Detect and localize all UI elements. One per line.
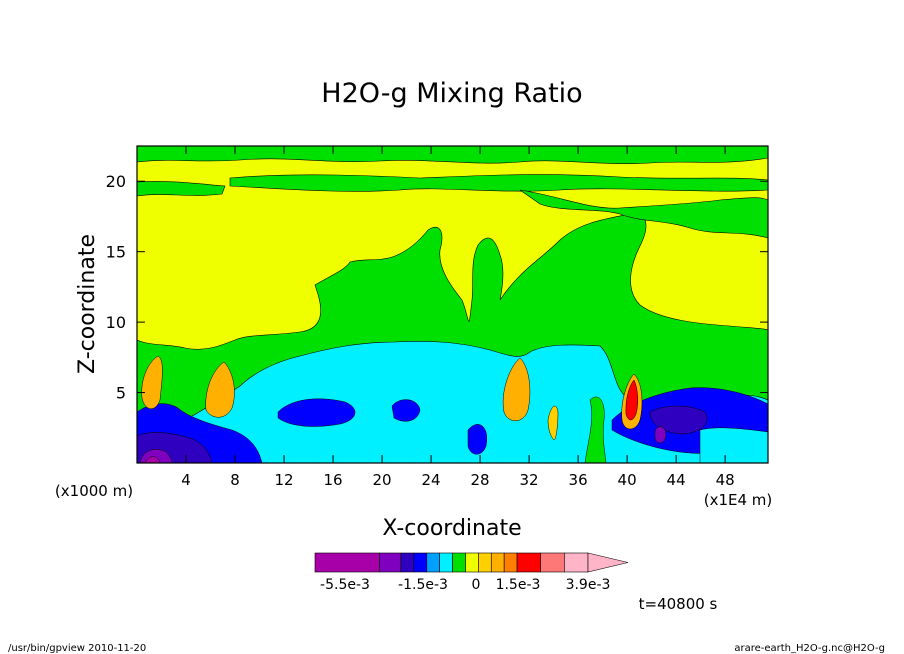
colorbar-labels: -5.5e-3 -1.5e-3 0 1.5e-3 3.9e-3 [320, 577, 610, 593]
x-tick-label: 44 [667, 471, 686, 489]
x-tick-label: 12 [274, 471, 293, 489]
x-tick-label: 8 [230, 471, 240, 489]
field-darkblue-patch-2 [649, 405, 708, 435]
x-tick-label: 36 [569, 471, 588, 489]
x-tick-label: 4 [181, 471, 191, 489]
field-purple-patch-2 [654, 426, 667, 444]
colorbar-swatch [314, 552, 380, 573]
field-green-band-20b [137, 181, 226, 197]
footer-right: arare-earth_H2O-g.nc@H2O-g [734, 643, 885, 654]
colorbar-swatch [540, 552, 565, 573]
plot-frame [136, 145, 769, 464]
y-scale-note: (x1000 m) [55, 482, 133, 500]
y-tick-label: 5 [116, 384, 126, 403]
colorbar-swatch [379, 552, 402, 573]
field-orange-cell-1 [141, 355, 163, 409]
field-red-cell-1 [625, 379, 638, 421]
field-green-top [137, 146, 768, 164]
field-green-band-20 [229, 174, 768, 192]
y-axis: 5 10 15 20 [106, 172, 768, 403]
footer-left: /usr/bin/gpview 2010-11-20 [8, 643, 146, 654]
colorbar-swatch [478, 552, 492, 573]
plot-area [137, 146, 768, 463]
colorbar-swatch [465, 552, 479, 573]
colorbar-swatch [413, 552, 428, 573]
field-green-plumes-right [584, 396, 607, 463]
colorbar-extend-arrow [587, 552, 629, 573]
colorbar-swatch [452, 552, 466, 573]
colorbar-tick-label: -5.5e-3 [320, 577, 370, 593]
field-red-cell-2 [547, 405, 559, 441]
x-tick-label: 40 [618, 471, 637, 489]
colorbar-tick-label: 1.5e-3 [496, 577, 541, 593]
field-green-upper-right [519, 189, 768, 239]
y-tick-label: 15 [106, 243, 126, 262]
field-blue-patch-2 [277, 398, 356, 427]
field-orange-cell-2 [205, 361, 235, 418]
colorbar-tick-label: -1.5e-3 [398, 577, 448, 593]
x-tick-label: 28 [471, 471, 490, 489]
y-tick-label: 20 [106, 172, 126, 191]
field-blue-patch-3 [391, 399, 421, 422]
colorbar-tick-label: 3.9e-3 [566, 577, 611, 593]
colorbar-swatch [426, 552, 440, 573]
colorbar-swatch [503, 552, 518, 573]
colorbar-swatch [490, 552, 505, 573]
y-tick-label: 10 [106, 313, 126, 332]
x-tick-label: 32 [520, 471, 539, 489]
colorbar-swatch [400, 552, 415, 573]
colorbar-swatch [439, 552, 453, 573]
x-axis: 4 8 12 16 20 24 28 32 36 40 44 48 [181, 146, 735, 489]
x-tick-label: 16 [323, 471, 342, 489]
x-axis-label: X-coordinate [382, 516, 521, 541]
field-blue-patch-5 [467, 424, 488, 455]
x-tick-label: 20 [373, 471, 392, 489]
chart-title: H2O-g Mixing Ratio [321, 78, 582, 109]
colorbar [314, 552, 629, 573]
colorbar-tick-label: 0 [472, 577, 481, 593]
x-tick-label: 24 [422, 471, 441, 489]
x-tick-label: 48 [716, 471, 735, 489]
x-scale-note: (x1E4 m) [704, 491, 773, 509]
field-cyan-patch-low [699, 427, 768, 463]
field-orange-cell-3 [502, 357, 531, 421]
colorbar-swatch [516, 552, 542, 573]
colorbar-swatch [564, 552, 589, 573]
time-label: t=40800 s [639, 595, 718, 613]
y-axis-label: Z-coordinate [75, 234, 100, 374]
